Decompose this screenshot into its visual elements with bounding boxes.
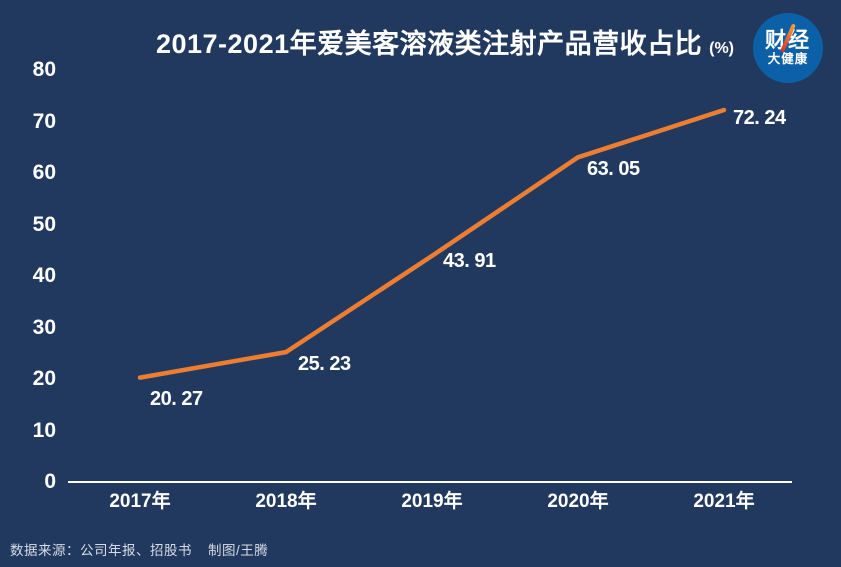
data-point-label: 25. 23 bbox=[298, 353, 351, 375]
revenue-share-line bbox=[137, 107, 727, 380]
y-axis-tick-label: 80 bbox=[32, 58, 56, 81]
logo-text-dajiankang: 大健康 bbox=[767, 51, 809, 66]
x-axis-tick-label: 2021年 bbox=[693, 491, 755, 512]
caijing-dajiankang-logo: 财经 大健康 bbox=[753, 13, 823, 83]
footer: 数据来源：公司年报、招股书 制图/王腾 bbox=[10, 539, 268, 559]
data-point-label: 63. 05 bbox=[587, 158, 640, 180]
y-axis-tick-label: 10 bbox=[32, 419, 56, 442]
y-axis-tick-label: 50 bbox=[32, 213, 56, 236]
data-point-label: 43. 91 bbox=[443, 250, 496, 272]
y-axis-tick-label: 60 bbox=[32, 161, 56, 184]
y-axis-tick-label: 30 bbox=[32, 316, 56, 339]
x-axis-tick-label: 2018年 bbox=[255, 491, 317, 512]
y-axis-tick-label: 40 bbox=[32, 264, 56, 287]
data-source-note: 数据来源：公司年报、招股书 bbox=[10, 543, 192, 558]
chart-title: 2017-2021年爱美客溶液类注射产品营收占比 bbox=[155, 29, 703, 59]
chart-title-unit: (%) bbox=[709, 40, 734, 57]
y-axis-tick-label: 20 bbox=[32, 367, 56, 390]
credit-note: 制图/王腾 bbox=[208, 543, 269, 558]
x-axis-tick-label: 2019年 bbox=[401, 491, 463, 512]
data-point-label: 72. 24 bbox=[733, 107, 786, 129]
x-axis-tick-label: 2017年 bbox=[109, 491, 171, 512]
x-axis-tick-label: 2020年 bbox=[547, 491, 609, 512]
chart-title-row: 2017-2021年爱美客溶液类注射产品营收占比 (%) bbox=[65, 22, 825, 61]
y-axis-tick-label: 0 bbox=[44, 470, 56, 493]
y-axis-tick-label: 70 bbox=[32, 110, 56, 133]
data-point-label: 20. 27 bbox=[150, 388, 203, 410]
